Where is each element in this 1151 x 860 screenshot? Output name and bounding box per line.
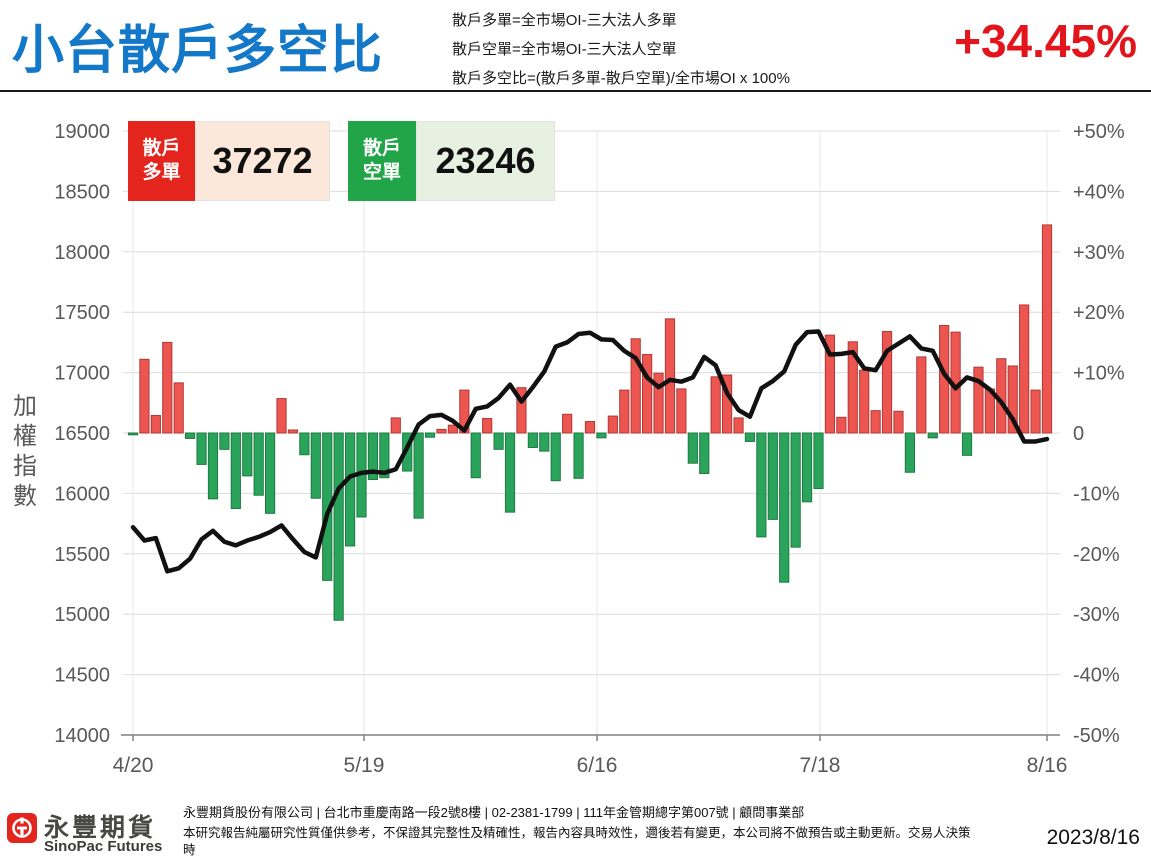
retail-long-legend-label: 散戶 多單 (128, 121, 195, 201)
svg-text:15500: 15500 (54, 544, 110, 566)
footer: 永豐期貨 SinoPac Futures 永豐期貨股份有限公司 | 台北市重慶南… (0, 796, 1151, 860)
svg-text:-40%: -40% (1073, 665, 1120, 687)
svg-text:4/20: 4/20 (113, 754, 154, 777)
svg-text:16500: 16500 (54, 423, 110, 445)
company-info-line: 永豐期貨股份有限公司 | 台北市重慶南路一段2號8樓 | 02-2381-179… (183, 805, 805, 820)
svg-text:-10%: -10% (1073, 483, 1120, 505)
svg-text:8/16: 8/16 (1027, 754, 1068, 777)
svg-text:-30%: -30% (1073, 604, 1120, 626)
svg-text:15000: 15000 (54, 604, 110, 626)
disclaimer-line-1: 本研究報告純屬研究性質僅供參考，不保證其完整性及精確性，報告內容具時效性，邇後若… (183, 826, 971, 857)
sinopac-logo-icon (7, 813, 37, 843)
header-divider (0, 90, 1151, 92)
retail-short-value: 23246 (416, 121, 555, 201)
formula-ratio: 散戶多空比=(散戶多單-散戶空單)/全市場OI x 100% (452, 70, 790, 87)
current-ratio-value: +34.45% (954, 15, 1137, 67)
svg-text:16000: 16000 (54, 483, 110, 505)
svg-text:18000: 18000 (54, 242, 110, 264)
svg-text:+10%: +10% (1073, 363, 1125, 385)
svg-text:14500: 14500 (54, 665, 110, 687)
retail-long-value: 37272 (195, 121, 330, 201)
retail-short-legend-label: 散戶 空單 (348, 121, 416, 201)
brand-name-zh: 永豐期貨 (44, 814, 157, 842)
svg-text:5/19: 5/19 (344, 754, 385, 777)
svg-text:17000: 17000 (54, 363, 110, 385)
svg-text:+30%: +30% (1073, 242, 1125, 264)
svg-text:17500: 17500 (54, 302, 110, 324)
page-title: 小台散戶多空比 (12, 22, 384, 80)
svg-text:19000: 19000 (54, 121, 110, 143)
formula-long: 散戶多單=全市場OI-三大法人多單 (452, 12, 677, 29)
svg-text:-50%: -50% (1073, 725, 1120, 747)
svg-text:7/18: 7/18 (800, 754, 841, 777)
svg-text:+50%: +50% (1073, 121, 1125, 143)
svg-text:+40%: +40% (1073, 181, 1125, 203)
svg-text:+20%: +20% (1073, 302, 1125, 324)
svg-text:0: 0 (1073, 423, 1084, 445)
brand-name-en: SinoPac Futures (44, 838, 163, 855)
svg-text:14000: 14000 (54, 725, 110, 747)
svg-text:-20%: -20% (1073, 544, 1120, 566)
svg-text:18500: 18500 (54, 181, 110, 203)
ratio-index-chart: 19000 18500 18000 17500 17000 16500 16000 15500… (54, 121, 1125, 777)
report-date: 2023/8/16 (1046, 826, 1140, 849)
disclaimer-text: 永豐期貨股份有限公司 | 台北市重慶南路一段2號8樓 | 02-2381-179… (183, 802, 973, 860)
left-axis-title: 加權指數 (13, 393, 37, 510)
formula-notes: 散戶多單=全市場OI-三大法人多單 散戶空單=全市場OI-三大法人空單 散戶多空… (452, 6, 790, 93)
svg-text:6/16: 6/16 (577, 754, 618, 777)
formula-short: 散戶空單=全市場OI-三大法人空單 (452, 41, 677, 58)
